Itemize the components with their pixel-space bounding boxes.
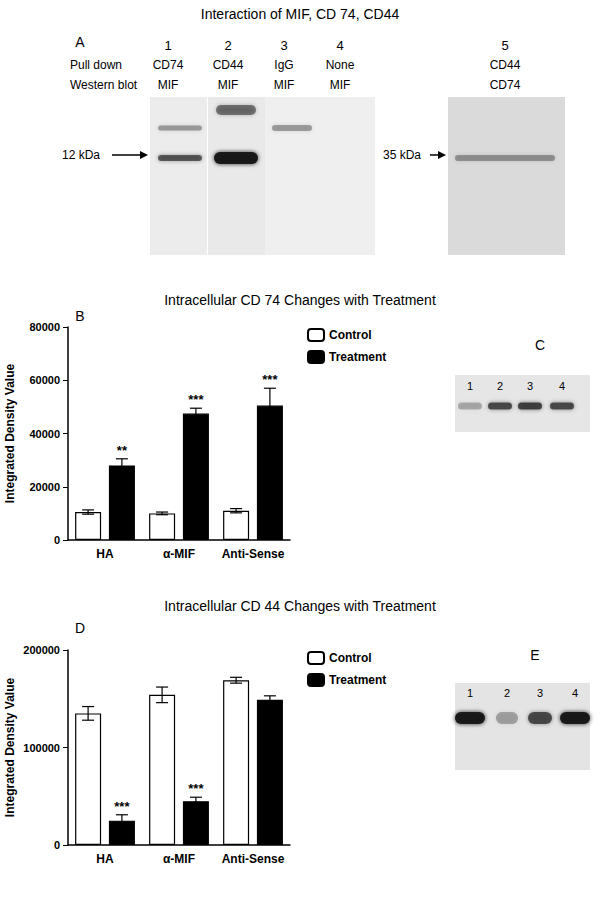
svg-text:CD44: CD44 [213, 58, 244, 72]
svg-text:α-MIF: α-MIF [163, 547, 195, 561]
svg-text:B: B [75, 308, 84, 324]
svg-text:MIF: MIF [274, 78, 295, 92]
svg-text:IgG: IgG [274, 58, 293, 72]
svg-text:Anti-Sense: Anti-Sense [222, 852, 285, 866]
svg-text:Treatment: Treatment [329, 673, 386, 687]
svg-text:4: 4 [572, 687, 578, 699]
svg-text:Integrated Density Value: Integrated Density Value [3, 363, 17, 503]
svg-text:A: A [75, 34, 85, 50]
svg-text:E: E [530, 647, 539, 663]
svg-text:3: 3 [537, 687, 543, 699]
svg-text:2: 2 [497, 380, 503, 392]
svg-text:40000: 40000 [29, 428, 60, 440]
svg-text:Control: Control [329, 651, 372, 665]
svg-text:**: ** [117, 443, 128, 458]
svg-text:Western blot: Western blot [70, 78, 138, 92]
svg-text:Intracellular CD 44 Changes wi: Intracellular CD 44 Changes with Treatme… [164, 598, 436, 614]
svg-text:HA: HA [96, 547, 114, 561]
svg-text:2: 2 [224, 38, 231, 53]
svg-text:***: *** [262, 372, 278, 387]
svg-text:MIF: MIF [330, 78, 351, 92]
svg-text:None: None [326, 58, 355, 72]
svg-text:Pull down: Pull down [70, 58, 122, 72]
svg-text:80000: 80000 [29, 321, 60, 333]
svg-text:12 kDa: 12 kDa [62, 148, 100, 162]
svg-text:***: *** [188, 781, 204, 796]
svg-text:0: 0 [54, 839, 60, 851]
svg-text:100000: 100000 [23, 742, 60, 754]
svg-text:D: D [75, 620, 85, 636]
svg-text:HA: HA [96, 852, 114, 866]
svg-text:20000: 20000 [29, 481, 60, 493]
svg-text:4: 4 [336, 38, 343, 53]
svg-text:Anti-Sense: Anti-Sense [222, 547, 285, 561]
svg-text:CD74: CD74 [490, 78, 521, 92]
svg-text:2: 2 [504, 687, 510, 699]
svg-text:0: 0 [54, 534, 60, 546]
svg-text:200000: 200000 [23, 644, 60, 656]
svg-text:α-MIF: α-MIF [163, 852, 195, 866]
svg-text:3: 3 [280, 38, 287, 53]
svg-text:1: 1 [164, 38, 171, 53]
svg-text:5: 5 [501, 38, 508, 53]
svg-text:***: *** [188, 392, 204, 407]
svg-text:1: 1 [467, 380, 473, 392]
svg-text:CD44: CD44 [490, 58, 521, 72]
svg-text:1: 1 [467, 687, 473, 699]
svg-text:CD74: CD74 [153, 58, 184, 72]
svg-text:***: *** [114, 799, 130, 814]
svg-text:Intracellular CD 74 Changes wi: Intracellular CD 74 Changes with Treatme… [164, 292, 436, 308]
svg-text:MIF: MIF [218, 78, 239, 92]
svg-text:4: 4 [559, 380, 565, 392]
svg-text:C: C [535, 337, 545, 353]
svg-text:35 kDa: 35 kDa [383, 148, 421, 162]
svg-text:3: 3 [527, 380, 533, 392]
svg-text:Treatment: Treatment [329, 350, 386, 364]
svg-text:Interaction of MIF, CD 74, CD4: Interaction of MIF, CD 74, CD44 [201, 6, 400, 22]
svg-text:MIF: MIF [158, 78, 179, 92]
svg-text:Integrated Density Value: Integrated Density Value [3, 677, 17, 817]
svg-text:60000: 60000 [29, 374, 60, 386]
svg-text:Control: Control [329, 328, 372, 342]
